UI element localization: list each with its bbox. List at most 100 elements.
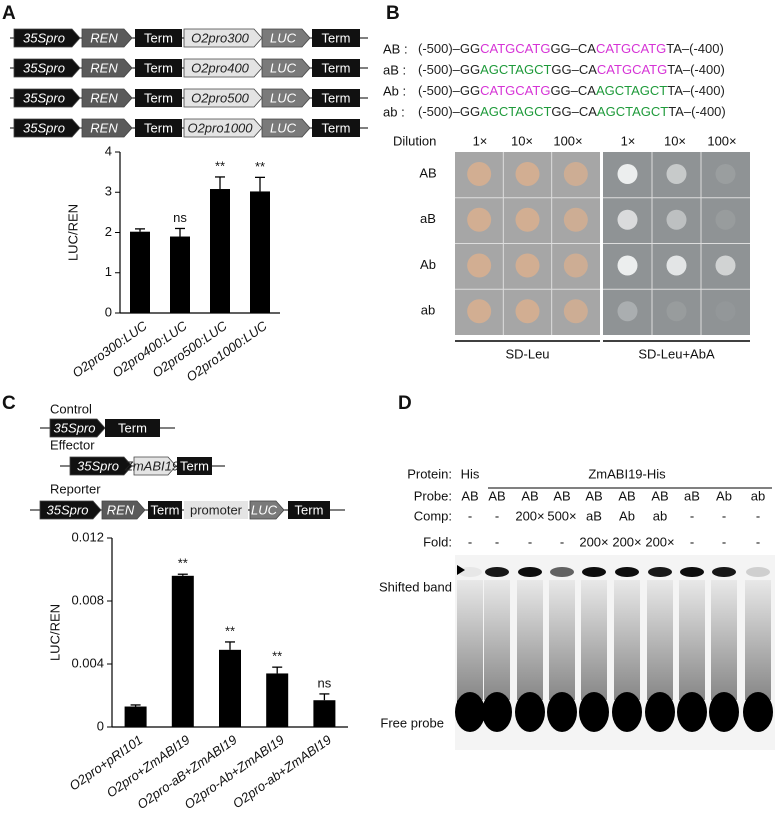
significance: **	[178, 556, 188, 571]
arrow-part	[249, 500, 285, 520]
part-label: promoter	[190, 502, 243, 517]
sequence-part: GG–CA	[550, 83, 596, 98]
y-tick-label: 0	[97, 718, 104, 733]
significance: ns	[173, 210, 187, 225]
part-label: 35Spro	[23, 60, 65, 75]
sequence-part: (-500)–GG	[418, 104, 480, 119]
sequence-part: AGCTAGCT	[596, 83, 667, 98]
box-part	[184, 501, 248, 519]
free-probe	[677, 692, 707, 732]
sequence-part: AGCTAGCT	[597, 104, 668, 119]
arrow-part	[81, 58, 133, 78]
part-label: REN	[90, 30, 118, 45]
row-label: Protein:	[407, 466, 452, 481]
bar	[130, 231, 150, 313]
arrow-part	[101, 500, 146, 520]
dilution-label: Dilution	[393, 133, 436, 148]
lane-label: -	[560, 534, 564, 549]
panel-label: C	[2, 393, 16, 414]
box-part	[148, 501, 182, 519]
arrow-part	[13, 88, 81, 108]
smear	[711, 580, 737, 700]
box-part	[135, 59, 182, 77]
panel-label: A	[2, 3, 16, 24]
arrow-part	[69, 456, 133, 476]
shifted-band	[680, 567, 704, 577]
part-label: LUC	[270, 90, 297, 105]
lane-label: 500×	[547, 508, 576, 523]
construct-name: Control	[50, 401, 92, 416]
arrow-part	[13, 118, 81, 138]
dilution: 1×	[621, 133, 636, 148]
smear	[457, 580, 483, 700]
free-probe	[645, 692, 675, 732]
part-label: LUC	[270, 30, 297, 45]
lane-label: AB	[521, 488, 538, 503]
arrow-part	[261, 88, 311, 108]
sequence: (-500)–GGAGCTAGCTGG–CACATGCATGTA–(-400)	[418, 62, 725, 77]
shifted-band	[485, 567, 509, 577]
lane-label: -	[495, 508, 499, 523]
sequence-part: (-500)–GG	[418, 62, 480, 77]
lane-label: -	[690, 534, 694, 549]
panel-label: B	[386, 3, 400, 24]
free-probe	[709, 692, 739, 732]
bar	[124, 706, 147, 727]
bar	[210, 189, 230, 313]
colony	[666, 301, 687, 322]
part-label: Term	[322, 120, 351, 135]
dilution: 1×	[473, 133, 488, 148]
y-tick-label: 4	[105, 143, 112, 158]
part-label: O2pro500	[191, 90, 250, 105]
lane-label: -	[468, 534, 472, 549]
row-label: Fold:	[423, 534, 452, 549]
lane-label: AB	[651, 488, 668, 503]
strain-label: aB	[420, 211, 436, 226]
construct-name: Reporter	[50, 481, 101, 496]
band-arrow	[457, 565, 465, 575]
lane-label: -	[468, 508, 472, 523]
row-label: Probe:	[414, 488, 452, 503]
box-part	[288, 501, 330, 519]
sequence-part: TA–(-400)	[667, 62, 725, 77]
colony	[515, 299, 540, 324]
sequence-part: (-500)–GG	[418, 83, 480, 98]
part-label: LUC	[251, 502, 278, 517]
y-tick-label: 0	[105, 304, 112, 319]
box-part	[312, 119, 360, 137]
part-label: Term	[180, 458, 209, 473]
significance: **	[215, 158, 225, 173]
lane-label: -	[528, 534, 532, 549]
y-tick-label: 3	[105, 184, 112, 199]
shifted-band	[550, 567, 574, 577]
smear	[679, 580, 705, 700]
free-probe	[547, 692, 577, 732]
colony	[563, 162, 588, 186]
lane-label: -	[722, 534, 726, 549]
bar	[313, 700, 336, 727]
band-label: Free probe	[380, 715, 444, 730]
colony	[467, 162, 492, 186]
protein: His	[461, 466, 480, 481]
band-label: Shifted band	[379, 579, 452, 594]
colony	[617, 255, 638, 276]
lane-label: AB	[585, 488, 602, 503]
sequence: (-500)–GGCATGCATGGG–CACATGCATGTA–(-400)	[418, 41, 724, 56]
arrow-part	[261, 58, 311, 78]
part-label: REN	[90, 120, 118, 135]
arrow-part	[261, 28, 311, 48]
part-label: 35Spro	[47, 502, 89, 517]
lane-label: ab	[751, 488, 765, 503]
lane-label: AB	[618, 488, 635, 503]
lane-label: 200×	[515, 508, 544, 523]
box-part	[312, 29, 360, 47]
lane-label: AB	[488, 488, 505, 503]
colony	[617, 301, 638, 322]
colony	[666, 255, 687, 276]
box-part	[135, 119, 182, 137]
arrow-part	[183, 118, 263, 138]
box-part	[312, 59, 360, 77]
y-tick-label: 2	[105, 224, 112, 239]
lane-label: 200×	[579, 534, 608, 549]
colony	[666, 164, 687, 184]
